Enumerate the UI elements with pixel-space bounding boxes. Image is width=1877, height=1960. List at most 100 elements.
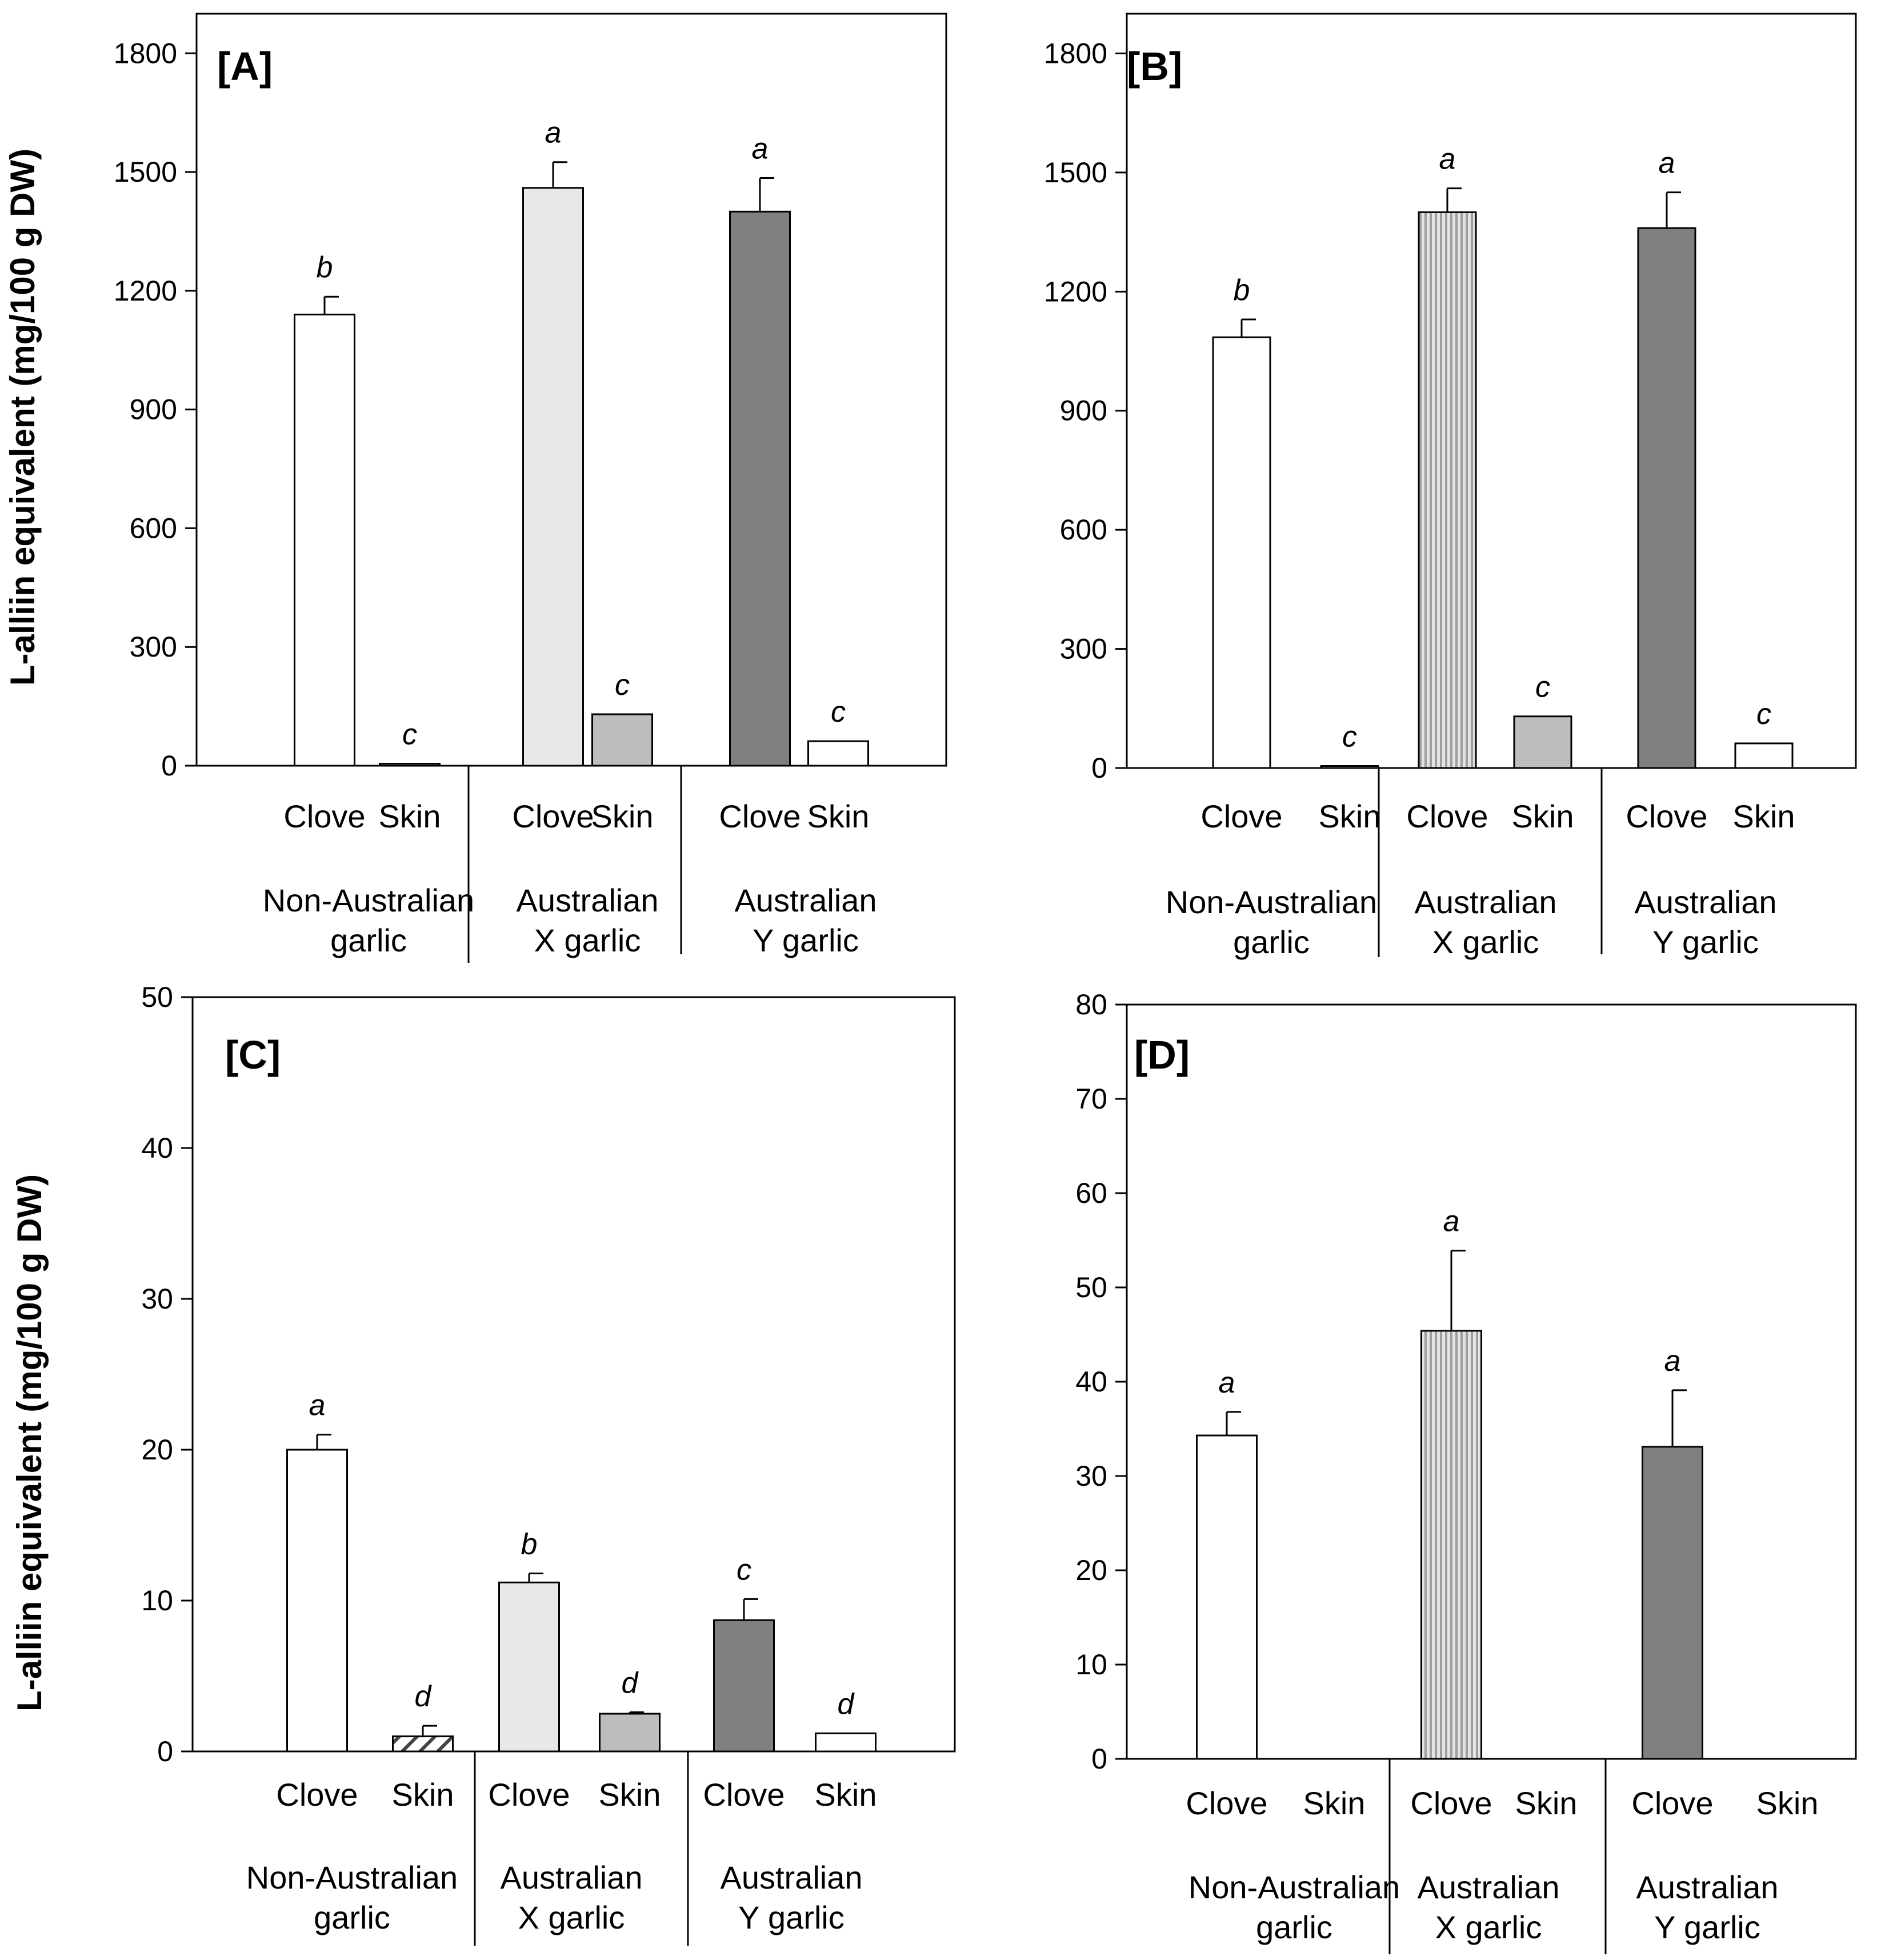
group-label-line2: Y garlic xyxy=(1652,924,1759,960)
panel-a: [A] 0 300 600 900 1200 1500 1800 b Clove c Skin a Clo… xyxy=(114,13,947,963)
group-label-line1: Non-Australian xyxy=(1188,1869,1400,1905)
bar xyxy=(522,187,584,767)
category-label: Skin xyxy=(807,798,870,834)
y-tick-label: 50 xyxy=(141,981,173,1013)
group-label-line2: X garlic xyxy=(1432,924,1539,960)
category-label: Clove xyxy=(1406,798,1488,834)
bar xyxy=(1420,1330,1482,1760)
y-tick-label: 1800 xyxy=(114,37,177,69)
y-tick-label: 600 xyxy=(130,512,177,544)
significance-letter: c xyxy=(1342,721,1357,754)
bar xyxy=(1513,715,1572,769)
category-label: Clove xyxy=(703,1777,785,1813)
group-label-line2: X garlic xyxy=(534,922,641,958)
group-label-line1: Australian xyxy=(734,882,877,918)
y-tick-label: 60 xyxy=(1075,1177,1107,1209)
significance-letter: a xyxy=(1443,1205,1460,1238)
bar xyxy=(713,1619,775,1753)
significance-letter: a xyxy=(545,117,562,150)
group-label-line2: garlic xyxy=(330,922,407,958)
significance-letter: a xyxy=(1439,143,1456,176)
panel-title: [A] xyxy=(217,44,273,89)
significance-letter: a xyxy=(1219,1366,1235,1399)
significance-letter: b xyxy=(521,1527,538,1561)
panel-title: [C] xyxy=(225,1033,281,1077)
y-tick-label: 0 xyxy=(1091,752,1107,784)
significance-letter: b xyxy=(1234,274,1250,307)
panel-c: [C] 0 10 20 30 40 50 a Clove d Skin b Clove d Skin c Clo… xyxy=(141,981,956,1946)
significance-letter: c xyxy=(737,1553,751,1586)
y-tick-label: 10 xyxy=(1075,1649,1107,1681)
bar xyxy=(1637,227,1696,769)
y-tick-label: 40 xyxy=(1075,1366,1107,1398)
group-label-line1: Non-Australian xyxy=(263,882,474,918)
y-tick-label: 10 xyxy=(141,1585,173,1617)
significance-letter: a xyxy=(309,1389,326,1422)
y-tick-label: 40 xyxy=(141,1132,173,1164)
group-label-line1: Australian xyxy=(1417,1869,1559,1905)
category-label: Clove xyxy=(283,798,365,834)
y-tick-label: 1200 xyxy=(114,275,177,307)
y-tick-label: 600 xyxy=(1060,514,1107,546)
bar xyxy=(729,210,791,767)
group-label-line1: Non-Australian xyxy=(246,1859,458,1895)
bar xyxy=(498,1581,560,1753)
category-label: Clove xyxy=(512,798,594,834)
y-tick-label: 900 xyxy=(1060,395,1107,427)
category-label: Skin xyxy=(1303,1785,1366,1821)
bar xyxy=(807,740,869,767)
category-label: Skin xyxy=(591,798,654,834)
significance-letter: b xyxy=(317,251,333,284)
category-label: Skin xyxy=(599,1777,661,1813)
y-tick-label: 70 xyxy=(1075,1083,1107,1115)
group-label-line2: Y garlic xyxy=(738,1899,845,1935)
bar xyxy=(1642,1446,1703,1760)
group-label-line2: X garlic xyxy=(518,1899,625,1935)
significance-letter: c xyxy=(615,669,630,702)
panel-b: [B] 0 300 600 900 1200 1500 1800 b Clove c Skin a Clo… xyxy=(1044,13,1857,960)
group-label-line1: Australian xyxy=(516,882,658,918)
category-label: Skin xyxy=(379,798,441,834)
group-label-line1: Australian xyxy=(500,1859,642,1895)
y-tick-label: 0 xyxy=(157,1735,173,1767)
panel-title: [B] xyxy=(1127,44,1182,89)
bar xyxy=(286,1449,348,1753)
group-label-line2: Y garlic xyxy=(753,922,859,958)
bar xyxy=(591,713,653,767)
y-axis-label-top: L-alliin equivalent (mg/100 g DW) xyxy=(3,149,42,686)
category-label: Clove xyxy=(719,798,801,834)
bar xyxy=(1734,742,1794,769)
y-tick-label: 50 xyxy=(1075,1271,1107,1303)
plot-frame xyxy=(191,996,956,1753)
y-tick-label: 1800 xyxy=(1044,37,1107,69)
y-tick-label: 30 xyxy=(141,1283,173,1315)
y-tick-label: 1500 xyxy=(1044,157,1107,189)
significance-letter: c xyxy=(831,695,846,729)
y-tick-label: 300 xyxy=(1060,633,1107,665)
bar xyxy=(1418,211,1477,769)
category-label: Skin xyxy=(1515,1785,1578,1821)
category-label: Clove xyxy=(488,1777,570,1813)
group-label-line2: garlic xyxy=(1256,1909,1332,1945)
significance-letter: a xyxy=(752,132,769,165)
panel-title: [D] xyxy=(1134,1033,1190,1077)
group-label-line2: garlic xyxy=(314,1899,390,1935)
group-label-line1: Australian xyxy=(1414,884,1556,920)
bar xyxy=(1320,765,1379,769)
bar xyxy=(294,313,355,767)
category-label: Skin xyxy=(1512,798,1574,834)
bar xyxy=(1212,336,1271,769)
bar xyxy=(392,1735,454,1753)
y-tick-label: 0 xyxy=(1091,1743,1107,1775)
category-label: Skin xyxy=(1733,798,1795,834)
y-tick-label: 300 xyxy=(130,631,177,663)
y-tick-label: 30 xyxy=(1075,1460,1107,1492)
category-label: Skin xyxy=(1756,1785,1819,1821)
group-label-line2: Y garlic xyxy=(1654,1909,1760,1945)
category-label: Clove xyxy=(1626,798,1707,834)
group-label-line1: Non-Australian xyxy=(1166,884,1377,920)
significance-letter: d xyxy=(415,1680,433,1713)
group-label-line2: garlic xyxy=(1233,924,1310,960)
category-label: Clove xyxy=(1186,1785,1267,1821)
bar xyxy=(815,1732,877,1753)
